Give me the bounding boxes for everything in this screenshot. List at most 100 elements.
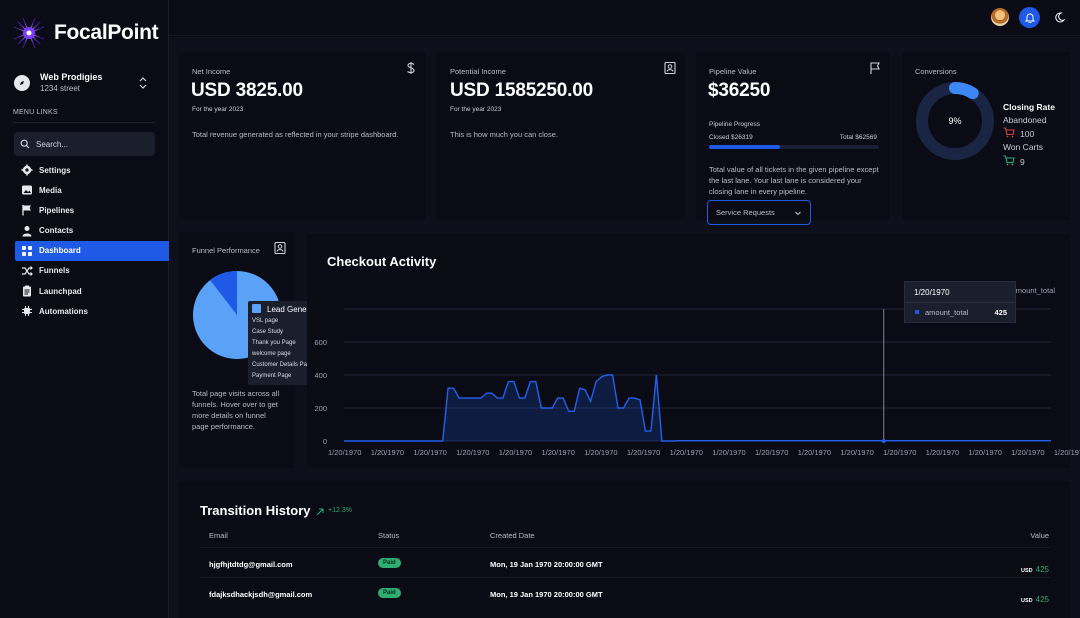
y-tick-label: 400 [314, 371, 327, 380]
row-divider [200, 577, 1050, 578]
pipeline-progress-label: Pipeline Progress [709, 121, 760, 128]
closing-rate-title: Closing Rate [1003, 102, 1055, 112]
card-label: Net Income [192, 67, 231, 76]
x-tick-label: 1/20/1970 [1053, 448, 1080, 457]
pipeline-progress-track [709, 145, 879, 149]
net-income-note: For the year 2023 [192, 106, 244, 113]
x-tick-label: 1/20/1970 [626, 448, 661, 457]
sidebar-item-dashboard[interactable]: Dashboard [15, 240, 169, 261]
tooltip-row-label: VSL page [252, 318, 279, 324]
card-label: Conversions [915, 67, 957, 76]
brand-name: FocalPoint [54, 21, 159, 44]
column-header-value[interactable]: Value [1030, 531, 1049, 540]
contact-card-icon [274, 241, 286, 255]
sidebar-search[interactable] [14, 132, 155, 156]
cart-won-icon [1003, 155, 1015, 166]
potential-income-card: Potential Income USD 1585250.00 For the … [437, 52, 685, 220]
x-tick-label: 1/20/1970 [925, 448, 960, 457]
row-value: USD 425 [1021, 559, 1049, 577]
y-tick-label: 200 [314, 404, 327, 413]
tooltip-row-label: Payment Page [252, 373, 292, 379]
transition-history-card: Transition History +12.3% Email Status C… [179, 481, 1070, 618]
x-tick-label: 1/20/1970 [456, 448, 490, 457]
sidebar-item-label: Pipelines [39, 205, 75, 215]
sidebar-item-contacts[interactable]: Contacts [15, 221, 169, 241]
status-badge: Paid [378, 558, 401, 568]
workspace-name: Web Prodigies [40, 72, 103, 82]
net-income-value: USD 3825.00 [191, 80, 303, 101]
abandoned-label: Abandoned [1003, 115, 1047, 125]
main-content: Net Income USD 3825.00 For the year 2023… [169, 37, 1080, 618]
workspace-address: 1234 street [40, 84, 81, 93]
series-line-amount-total[interactable] [344, 374, 1051, 442]
clipboard-icon [21, 285, 33, 297]
row-currency: USD [1021, 568, 1033, 574]
won-carts-label: Won Carts [1003, 142, 1043, 152]
y-tick-label: 600 [314, 338, 327, 347]
row-created: Mon, 19 Jan 1970 20:00:00 GMT [490, 560, 603, 569]
search-input[interactable] [36, 139, 146, 149]
pipeline-select[interactable]: Service Requests [707, 200, 811, 225]
pipeline-closed: Closed $26319 [709, 134, 753, 141]
media-icon [21, 184, 33, 196]
column-header-status[interactable]: Status [378, 531, 400, 540]
theme-toggle-button[interactable] [1052, 10, 1066, 24]
pipeline-value-card: Pipeline Value $36250 Pipeline Progress … [696, 52, 890, 225]
donut-arc [916, 82, 994, 160]
x-tick-label: 1/20/1970 [584, 448, 618, 457]
x-tick-label: 1/20/1970 [797, 448, 832, 457]
pie-slice-other[interactable] [210, 270, 237, 315]
flag-icon [870, 62, 880, 74]
column-header-created[interactable]: Created Date [490, 531, 535, 540]
pipeline-desc: Total value of all tickets in the given … [709, 165, 879, 196]
workspace-switcher[interactable]: Web Prodigies 1234 street [14, 70, 154, 96]
won-carts-value: 9 [1020, 157, 1025, 167]
chip-icon [21, 305, 33, 317]
row-currency: USD [1021, 598, 1033, 604]
sidebar-item-settings[interactable]: Settings [15, 160, 169, 180]
sidebar-item-label: Automations [39, 306, 88, 316]
status-badge: Paid [378, 588, 401, 598]
potential-income-value: USD 1585250.00 [450, 80, 593, 101]
sidebar-item-pipelines[interactable]: Pipelines [15, 200, 169, 220]
sidebar-item-funnels[interactable]: Funnels [15, 261, 169, 281]
pipeline-progress-fill [709, 145, 781, 149]
potential-income-desc: This is how much you can close. [450, 130, 558, 139]
avatar[interactable] [991, 8, 1009, 26]
trend-up-icon [316, 508, 324, 516]
sidebar-item-media[interactable]: Media [15, 180, 169, 200]
x-tick-label: 1/20/1970 [883, 448, 917, 457]
x-tick-label: 1/20/1970 [669, 448, 703, 457]
notifications-button[interactable] [1019, 7, 1040, 28]
contact-card-icon [664, 61, 676, 75]
sidebar-item-label: Media [39, 185, 62, 195]
legend-swatch [252, 304, 261, 313]
checkout-chart[interactable] [307, 234, 1070, 468]
sidebar-item-label: Launchpad [39, 286, 82, 296]
cart-abandoned-icon [1003, 127, 1015, 138]
chevron-updown-icon [139, 77, 147, 89]
tooltip-row-label: welcome page [252, 351, 291, 357]
dollar-icon [407, 62, 415, 74]
topbar [169, 0, 1080, 36]
net-income-desc: Total revenue generated as reflected in … [192, 130, 399, 139]
pipeline-total: Total $62569 [839, 134, 877, 141]
search-icon [20, 139, 30, 149]
x-tick-label: 1/20/1970 [370, 448, 405, 457]
sidebar-item-launchpad[interactable]: Launchpad [15, 281, 169, 301]
row-value: USD 425 [1021, 589, 1049, 607]
row-created: Mon, 19 Jan 1970 20:00:00 GMT [490, 590, 603, 599]
net-income-card: Net Income USD 3825.00 For the year 2023… [179, 52, 426, 220]
x-tick-label: 1/20/1970 [1011, 448, 1045, 457]
sidebar-item-label: Funnels [39, 266, 70, 276]
brand[interactable]: FocalPoint [12, 16, 159, 50]
sidebar: FocalPoint Web Prodigies 1234 street MEN… [0, 0, 169, 618]
grid-icon [21, 245, 33, 257]
tooltip-row-label: Thank you Page [252, 340, 296, 346]
conversions-card: Conversions 9% Closing Rate Abandoned 10… [902, 52, 1070, 220]
sidebar-item-automations[interactable]: Automations [15, 301, 169, 321]
column-header-email[interactable]: Email [209, 531, 228, 540]
hover-point [881, 439, 886, 443]
sidebar-item-label: Dashboard [39, 246, 81, 256]
